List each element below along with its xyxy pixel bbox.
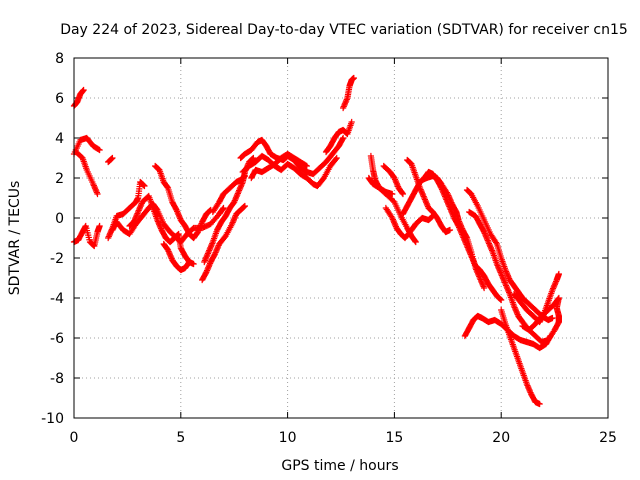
x-tick-label: 10: [279, 430, 297, 446]
x-tick-label: 5: [176, 430, 185, 446]
y-tick-label: 4: [55, 131, 64, 147]
data-point-marker: [96, 146, 103, 154]
data-point-marker: [350, 74, 357, 82]
series-arc-18: [340, 74, 357, 112]
data-series: [70, 74, 562, 408]
data-point-marker: [468, 251, 476, 258]
data-point-marker: [190, 260, 197, 268]
data-point-marker: [85, 232, 92, 239]
data-point-marker: [186, 258, 193, 266]
data-point-marker: [468, 248, 475, 256]
data-point-marker: [412, 238, 419, 246]
data-point-marker: [536, 400, 543, 408]
data-point-marker: [446, 226, 454, 234]
axis-ticks: 0 5 10 15 20 25 -10 -8 -6 -4 -2 0 2 4 6 8: [41, 51, 617, 446]
y-tick-label: -2: [50, 251, 64, 267]
data-point-marker: [399, 190, 406, 197]
series-arc-20: [365, 174, 396, 198]
y-tick-label: 8: [55, 51, 64, 67]
series-arc-16: [248, 150, 310, 182]
y-tick-label: 6: [55, 91, 64, 107]
data-point-marker: [83, 227, 91, 234]
series-arc-11: [199, 202, 248, 284]
data-point-marker: [220, 204, 227, 212]
y-tick-label: -4: [50, 291, 64, 307]
series-arc-21: [380, 162, 407, 198]
data-point-marker: [469, 253, 476, 260]
data-point-marker: [399, 190, 407, 198]
y-axis-label: SDTVAR / TECUs: [7, 181, 23, 296]
x-tick-label: 20: [492, 430, 510, 446]
series-arc-10: [160, 240, 193, 274]
data-point-marker: [303, 162, 310, 170]
data-point-marker: [185, 259, 192, 266]
series-arc-3: [73, 148, 101, 198]
series-arc-9: [152, 162, 214, 242]
series-arc-4: [70, 222, 103, 250]
series-arc-15: [239, 152, 340, 190]
data-point-marker: [94, 190, 101, 198]
series-arc-24: [404, 156, 454, 236]
data-point-marker: [80, 86, 87, 94]
series-arc-17: [322, 118, 355, 156]
data-point-marker: [241, 172, 248, 180]
data-point-marker: [340, 134, 347, 142]
data-point-marker: [109, 154, 116, 162]
data-point-marker: [470, 258, 477, 265]
data-point-marker: [85, 234, 92, 241]
data-point-marker: [141, 182, 148, 190]
data-point-marker: [96, 222, 103, 230]
series-arc-22: [382, 204, 436, 242]
data-point-marker: [84, 229, 91, 236]
data-point-marker: [555, 270, 562, 278]
data-point-marker: [333, 154, 340, 162]
series-arc-29: [498, 306, 543, 408]
data-point-marker: [82, 222, 89, 230]
data-point-marker: [471, 260, 478, 267]
data-point-marker: [348, 118, 355, 126]
data-point-marker: [250, 154, 257, 162]
data-point-marker: [219, 205, 227, 212]
y-tick-label: -10: [41, 411, 64, 427]
x-tick-label: 25: [599, 430, 617, 446]
grid-lines: [74, 58, 608, 418]
y-tick-label: -8: [50, 371, 64, 387]
series-arc-26: [463, 186, 556, 324]
data-point-marker: [555, 318, 562, 326]
data-point-marker: [498, 296, 505, 304]
x-axis-label: GPS time / hours: [281, 458, 398, 474]
series-arc-25: [419, 172, 488, 292]
series-arc-28: [461, 312, 554, 352]
y-tick-label: -6: [50, 331, 64, 347]
chart-title: Day 224 of 2023, Sidereal Day-to-day VTE…: [60, 22, 628, 38]
data-point-marker: [470, 255, 477, 262]
data-point-marker: [481, 284, 488, 292]
data-point-marker: [389, 190, 396, 198]
x-tick-label: 0: [70, 430, 79, 446]
series-arc-31: [519, 294, 562, 334]
y-tick-label: 0: [55, 211, 64, 227]
data-point-marker: [412, 238, 419, 245]
series-arc-13: [209, 172, 248, 216]
data-point-marker: [549, 314, 556, 322]
data-point-marker: [471, 262, 479, 269]
data-point-marker: [83, 225, 90, 232]
x-tick-label: 15: [385, 430, 403, 446]
y-tick-label: 2: [55, 171, 64, 187]
plot-frame: [73, 57, 609, 419]
data-point-marker: [241, 202, 248, 210]
data-point-marker: [547, 332, 554, 340]
series-arc-5: [105, 154, 116, 166]
